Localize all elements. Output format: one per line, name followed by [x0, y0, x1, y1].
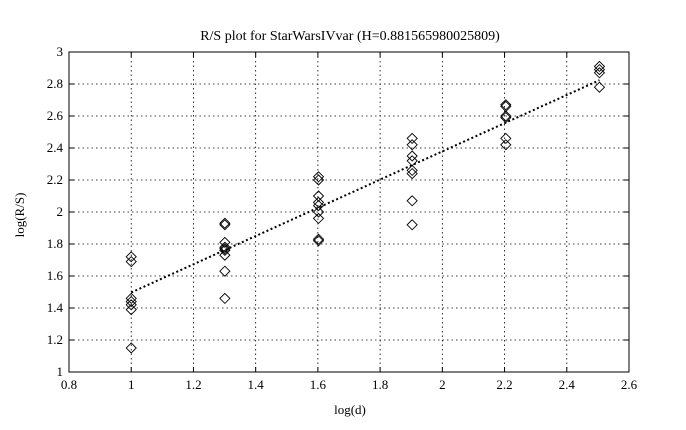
- diamond-marker: [312, 196, 325, 209]
- diamond-marker: [312, 235, 325, 247]
- diamond-marker: [219, 241, 231, 253]
- diamond-marker: [125, 255, 137, 268]
- diamond-marker: [593, 81, 606, 93]
- diamond-marker: [312, 233, 325, 245]
- x-axis-label: log(d): [334, 402, 366, 417]
- diamond-marker: [593, 67, 606, 79]
- diamond-marker: [406, 167, 418, 180]
- x-tick-label: 2.4: [559, 377, 576, 392]
- diamond-marker: [219, 244, 231, 257]
- diamond-marker: [500, 110, 512, 122]
- diamond-marker: [406, 132, 418, 145]
- diamond-marker: [312, 174, 325, 186]
- diamond-marker: [219, 236, 231, 249]
- diamond-marker: [406, 195, 418, 207]
- y-tick-label: 1.2: [47, 332, 63, 347]
- data-points: [125, 60, 606, 354]
- diamond-marker: [219, 265, 231, 277]
- y-tick-label: 3: [57, 44, 64, 59]
- y-tick-label: 1: [57, 364, 64, 379]
- diamond-marker: [219, 249, 231, 261]
- y-tick-label: 2.8: [47, 76, 63, 91]
- diamond-marker: [125, 251, 137, 263]
- diamond-marker: [219, 219, 231, 231]
- y-tick-label: 1.6: [47, 268, 64, 283]
- diamond-marker: [406, 139, 418, 151]
- fit-line-group: [130, 79, 600, 294]
- grid-lines: [69, 52, 629, 372]
- y-tick-label: 2: [57, 204, 64, 219]
- diamond-marker: [406, 164, 418, 177]
- diamond-marker: [312, 199, 325, 212]
- diamond-marker: [125, 292, 137, 305]
- diamond-marker: [219, 292, 231, 305]
- diamond-marker: [312, 171, 325, 183]
- y-tick-label: 1.8: [47, 236, 63, 251]
- diamond-marker: [219, 217, 231, 229]
- diamond-marker: [312, 206, 325, 218]
- y-axis-label: log(R/S): [12, 193, 27, 238]
- diamond-marker: [406, 150, 418, 162]
- diamond-marker: [125, 295, 137, 308]
- diamond-marker: [500, 139, 512, 151]
- diamond-marker: [593, 63, 606, 76]
- diamond-marker: [500, 132, 512, 145]
- x-tick-label: 1.4: [248, 377, 265, 392]
- diamond-marker: [312, 190, 325, 202]
- x-tick-label: 2.2: [496, 377, 512, 392]
- diamond-marker: [125, 303, 137, 316]
- x-tick-label: 1: [128, 377, 135, 392]
- diamond-marker: [593, 60, 606, 73]
- diamond-marker: [125, 299, 137, 311]
- chart-title: R/S plot for StarWarsIVvar (H=0.88156598…: [200, 29, 500, 44]
- diamond-marker: [500, 99, 512, 111]
- diamond-marker: [125, 342, 137, 354]
- diamond-marker: [500, 111, 512, 124]
- x-tick-labels: 0.8 1 1.2 1.4 1.6 1.8 2 2.2 2.4 2.6: [61, 52, 638, 392]
- x-tick-label: 2.6: [621, 377, 638, 392]
- y-tick-label: 1.4: [47, 300, 64, 315]
- regression-line: [130, 79, 600, 294]
- x-tick-label: 1.6: [310, 377, 327, 392]
- y-tick-label: 2.6: [47, 108, 64, 123]
- x-tick-label: 2: [439, 377, 446, 392]
- y-tick-label: 2.4: [47, 140, 64, 155]
- y-tick-label: 2.2: [47, 172, 63, 187]
- x-tick-label: 0.8: [61, 377, 77, 392]
- diamond-marker: [219, 243, 231, 255]
- diamond-marker: [312, 212, 325, 225]
- diamond-marker: [406, 219, 418, 231]
- x-tick-label: 1.8: [372, 377, 388, 392]
- y-tick-labels: 1 1.2 1.4 1.6 1.8 2 2.2 2.4 2.6 2.8 3: [47, 44, 629, 379]
- x-tick-label: 1.2: [185, 377, 201, 392]
